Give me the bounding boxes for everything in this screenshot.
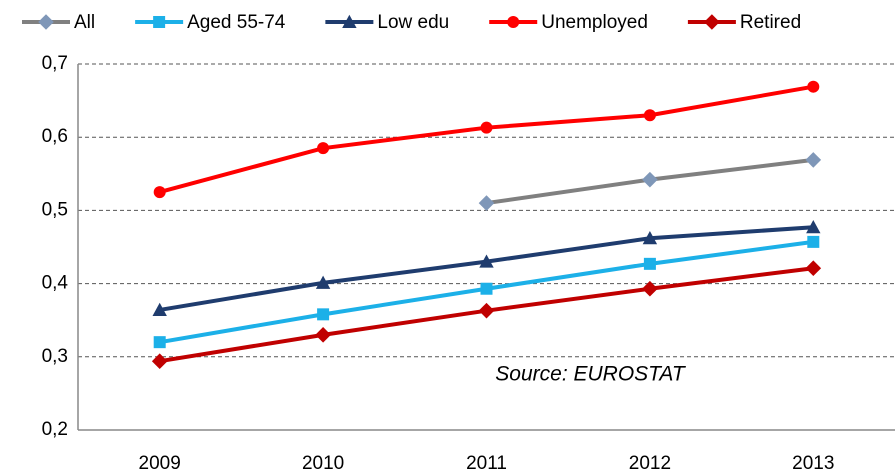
marker: [317, 308, 330, 321]
marker: [478, 195, 495, 211]
marker: [478, 302, 495, 319]
x-tick-label: 2013: [792, 453, 834, 474]
marker: [643, 109, 656, 122]
marker: [153, 186, 166, 199]
marker: [480, 282, 493, 295]
marker: [342, 14, 357, 28]
y-tick-label: 0,6: [42, 126, 68, 147]
y-tick-label: 0,7: [42, 53, 68, 74]
marker: [805, 260, 822, 277]
marker: [642, 231, 658, 245]
series-line: [159, 84, 814, 195]
marker: [152, 302, 167, 316]
legend-label: Unemployed: [541, 12, 648, 33]
y-tick-label: 0,3: [42, 346, 68, 367]
marker: [805, 152, 822, 168]
x-tick-label: 2010: [302, 453, 344, 474]
marker: [315, 275, 331, 289]
y-tick-label: 0,2: [42, 419, 68, 440]
marker: [153, 16, 166, 28]
marker: [317, 142, 330, 155]
legend-label: Low edu: [377, 12, 449, 33]
marker: [479, 254, 494, 268]
marker: [642, 171, 658, 188]
legend-label: Aged 55-74: [187, 12, 286, 33]
series-line: [159, 225, 814, 312]
x-tick-label: 2009: [139, 453, 181, 474]
legend-label: All: [74, 12, 95, 33]
x-tick-label: 2012: [629, 453, 671, 474]
marker: [807, 80, 820, 93]
legend-label: Retired: [740, 12, 801, 33]
marker: [807, 235, 820, 248]
marker: [151, 353, 168, 369]
marker: [806, 220, 821, 234]
marker: [38, 14, 54, 30]
x-tick-label: 2011: [466, 453, 507, 474]
marker: [642, 280, 658, 297]
annotation: Source: EUROSTAT: [495, 363, 687, 386]
marker: [315, 327, 331, 343]
y-tick-label: 0,5: [42, 199, 68, 220]
marker: [480, 121, 493, 134]
marker: [704, 14, 720, 30]
y-tick-label: 0,4: [42, 273, 69, 294]
marker: [507, 16, 520, 28]
marker: [643, 257, 656, 270]
marker: [153, 336, 166, 349]
